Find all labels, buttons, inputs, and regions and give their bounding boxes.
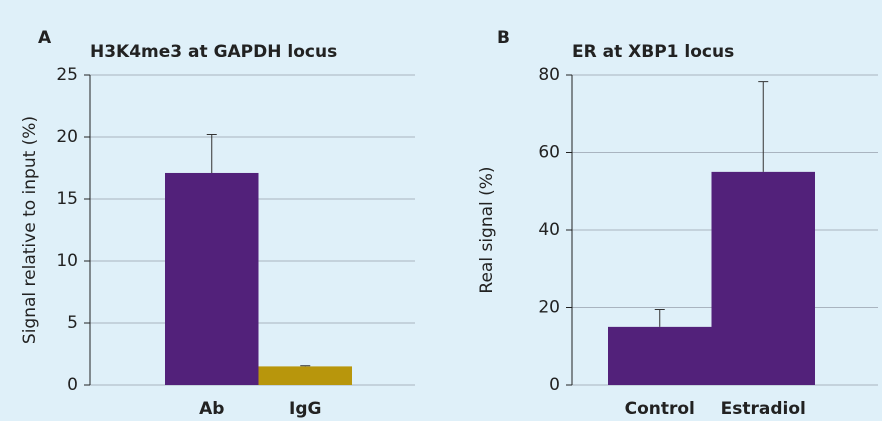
error-bar: [654, 308, 665, 327]
y-tick-label: 5: [67, 313, 78, 333]
x-tick-label: IgG: [289, 399, 321, 419]
y-tick-label: 25: [56, 65, 78, 85]
chart-title: H3K4me3 at GAPDH locus: [90, 42, 337, 62]
error-bar: [300, 365, 311, 367]
y-tick-label: 15: [56, 189, 78, 209]
bar: [608, 326, 712, 385]
y-tick-label: 20: [538, 298, 560, 318]
y-axis-label: Signal relative to input (%): [20, 116, 40, 344]
y-tick-label: 10: [56, 251, 78, 271]
x-tick-label: Ab: [199, 399, 224, 419]
error-bar: [758, 81, 769, 172]
y-tick-label: 80: [538, 65, 560, 85]
y-tick-label: 20: [56, 127, 78, 147]
chart-title: ER at XBP1 locus: [572, 42, 734, 62]
bar: [258, 366, 352, 385]
x-tick-label: Control: [625, 399, 695, 419]
bar: [165, 172, 259, 385]
bar: [711, 171, 815, 385]
y-tick-label: 60: [538, 143, 560, 163]
panel-label: A: [38, 28, 52, 48]
y-tick-label: 0: [67, 375, 78, 395]
error-bar: [206, 134, 217, 173]
y-tick-label: 0: [549, 375, 560, 395]
panel-label: B: [497, 28, 510, 48]
y-tick-label: 40: [538, 220, 560, 240]
y-axis-label: Real signal (%): [477, 166, 497, 293]
x-tick-label: Estradiol: [721, 399, 806, 419]
